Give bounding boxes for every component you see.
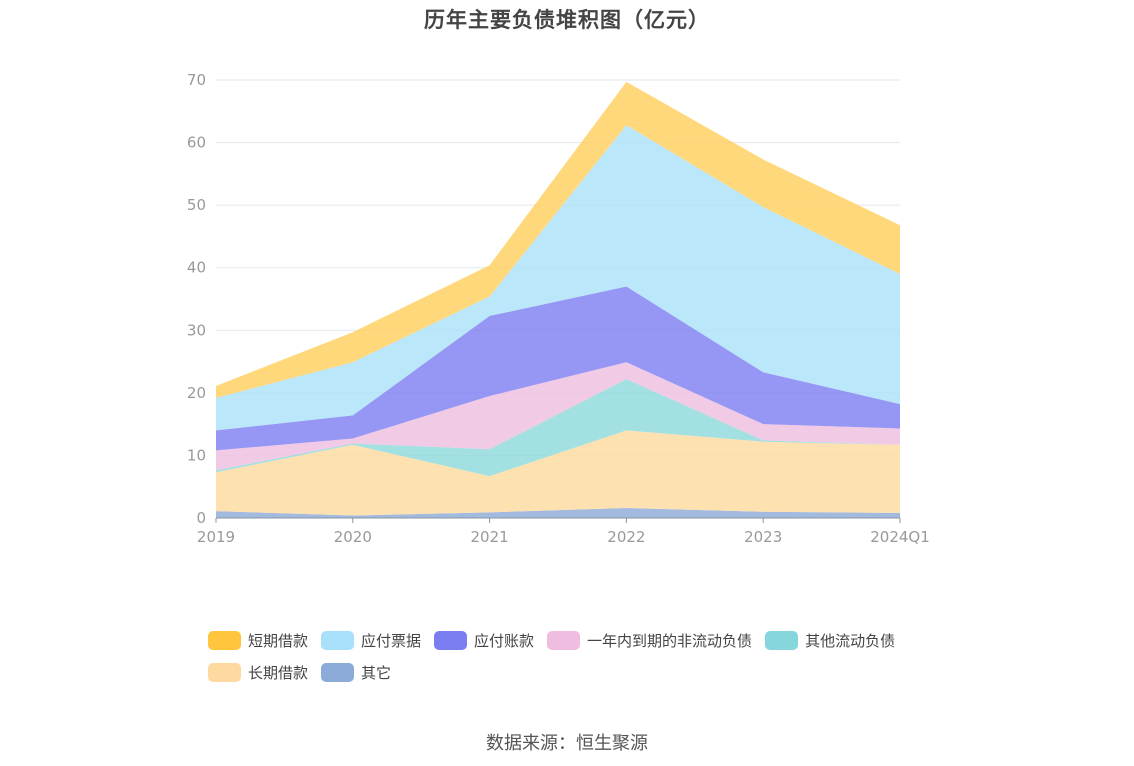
legend-item[interactable]: 其他流动负债 [765, 630, 895, 650]
y-tick-label: 10 [187, 446, 206, 464]
area-series-2 [216, 379, 900, 477]
chart-title: 历年主要负债堆积图（亿元） [424, 8, 710, 32]
chart-legend: 短期借款 应付票据 应付账款 一年内到期的非流动负债 其他流动负债长期借款 其它 [208, 630, 968, 682]
x-tick-label: 2023 [744, 528, 782, 546]
area-series-3 [216, 362, 900, 471]
legend-label: 一年内到期的非流动负债 [587, 631, 753, 650]
y-tick-label: 40 [187, 259, 206, 277]
legend-label: 应付账款 [474, 631, 535, 650]
x-tick-label: 2019 [197, 528, 235, 546]
legend-item[interactable]: 一年内到期的非流动负债 [547, 630, 752, 650]
legend-label: 长期借款 [248, 663, 309, 682]
legend-item[interactable]: 短期借款 [208, 630, 308, 650]
data-source-note: 数据来源：恒生聚源 [486, 733, 648, 754]
legend-swatch [547, 630, 581, 650]
legend-item[interactable]: 其它 [321, 662, 391, 682]
legend-item[interactable]: 应付账款 [434, 630, 534, 650]
area-series-1 [216, 430, 900, 516]
x-tick-label: 2022 [607, 528, 645, 546]
y-tick-label: 50 [187, 196, 206, 214]
legend-item[interactable]: 长期借款 [208, 662, 308, 682]
y-tick-label: 70 [187, 71, 206, 89]
x-tick-label: 2024Q1 [870, 528, 930, 546]
legend-label: 应付票据 [361, 631, 422, 650]
legend-item[interactable]: 应付票据 [321, 630, 421, 650]
y-tick-label: 60 [187, 134, 206, 152]
y-tick-label: 20 [187, 384, 206, 402]
legend-swatch [321, 662, 355, 682]
y-tick-label: 30 [187, 321, 206, 339]
legend-swatch [208, 662, 241, 682]
x-tick-label: 2020 [334, 528, 372, 546]
legend-label: 其它 [361, 663, 392, 682]
area-series-0 [216, 508, 900, 518]
area-series-4 [216, 286, 900, 451]
area-series-6 [216, 81, 900, 398]
x-tick-label: 2021 [471, 528, 509, 546]
legend-swatch [765, 630, 799, 650]
legend-swatch [321, 630, 355, 650]
y-tick-label: 0 [196, 509, 206, 527]
legend-label: 短期借款 [248, 631, 309, 650]
legend-label: 其他流动负债 [805, 631, 896, 650]
legend-swatch [434, 630, 468, 650]
legend-swatch [208, 630, 241, 650]
area-series-5 [216, 125, 900, 431]
stacked-area-chart: 0 10 20 30 40 50 60 70 2019 2020 2021 2022 2023 2024Q… [187, 71, 930, 546]
